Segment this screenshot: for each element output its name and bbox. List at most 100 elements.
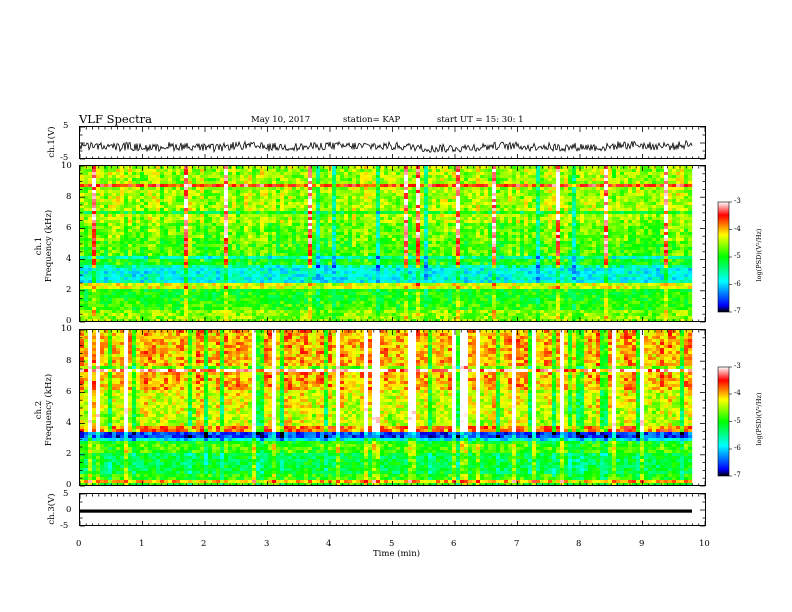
spectrogram-cell: [484, 253, 489, 257]
spectrogram-cell: [632, 214, 637, 218]
spectrogram-cell: [392, 241, 397, 245]
spectrogram-cell: [536, 244, 541, 248]
spectrogram-cell: [192, 238, 197, 242]
spectrogram-cell: [364, 244, 369, 248]
spectrogram-cell: [388, 172, 393, 176]
spectrogram-cell: [472, 223, 477, 227]
spectrogram-cell: [108, 208, 113, 212]
spectrogram-cell: [528, 205, 533, 209]
spectrogram-cell: [424, 247, 429, 251]
spectrogram-cell: [608, 208, 613, 212]
spectrogram-cell: [320, 253, 325, 257]
spectrogram-cell: [668, 211, 673, 215]
spectrogram-cell: [320, 181, 325, 185]
spectrogram-cell: [512, 193, 517, 197]
spectrogram-cell: [536, 220, 541, 224]
spectrogram-cell: [360, 181, 365, 185]
spectrogram-cell: [136, 187, 141, 191]
spectrogram-cell: [644, 196, 649, 200]
spectrogram-cell: [128, 238, 133, 242]
spectrogram-cell: [328, 187, 333, 191]
spectrogram-cell: [536, 169, 541, 173]
spectrogram-cell: [80, 190, 85, 194]
spectrogram-cell: [136, 199, 141, 203]
spectrogram-cell: [676, 211, 681, 215]
spectrogram-cell: [360, 256, 365, 260]
spectrogram-cell: [400, 205, 405, 209]
spectrogram-cell: [632, 190, 637, 194]
spectrogram-cell: [176, 190, 181, 194]
spectrogram-cell: [652, 172, 657, 176]
spectrogram-cell: [376, 226, 381, 230]
spectrogram-cell: [460, 253, 465, 257]
spectrogram-cell: [408, 184, 413, 188]
spectrogram-cell: [396, 259, 401, 263]
spectrogram-cell: [136, 181, 141, 185]
spectrogram-cell: [568, 211, 573, 215]
spectrogram-cell: [348, 208, 353, 212]
spectrogram-cell: [660, 250, 665, 254]
spectrogram-cell: [392, 193, 397, 197]
spectrogram-cell: [444, 181, 449, 185]
spectrogram-cell: [248, 172, 253, 176]
spectrogram-cell: [480, 238, 485, 242]
spectrogram-cell: [656, 241, 661, 245]
spectrogram-cell: [324, 229, 329, 233]
spectrogram-cell: [116, 175, 121, 179]
spectrogram-cell: [176, 241, 181, 245]
spectrogram-cell: [644, 184, 649, 188]
spectrogram-cell: [196, 187, 201, 191]
spectrogram-cell: [464, 208, 469, 212]
spectrogram-cell: [140, 178, 145, 182]
spectrogram-cell: [452, 214, 457, 218]
spectrogram-cell: [88, 166, 93, 170]
spectrogram-cell: [184, 262, 189, 266]
spectrogram-cell: [392, 166, 397, 170]
spectrogram-cell: [660, 220, 665, 224]
spectrogram-cell: [544, 250, 549, 254]
spectrogram-cell: [332, 196, 337, 200]
spectrogram-cell: [232, 238, 237, 242]
spectrogram-cell: [432, 205, 437, 209]
spectrogram-cell: [100, 202, 105, 206]
spectrogram-cell: [456, 187, 461, 191]
spectrogram-cell: [440, 187, 445, 191]
spectrogram-cell: [328, 175, 333, 179]
spectrogram-cell: [168, 181, 173, 185]
spectrogram-cell: [280, 166, 285, 170]
spectrogram-cell: [364, 181, 369, 185]
spectrogram-cell: [280, 202, 285, 206]
spectrogram-cell: [420, 262, 425, 266]
spectrogram-cell: [168, 235, 173, 239]
spectrogram-cell: [96, 175, 101, 179]
spectrogram-cell: [400, 214, 405, 218]
spectrogram-cell: [404, 181, 409, 185]
spectrogram-cell: [476, 208, 481, 212]
spectrogram-cell: [404, 208, 409, 212]
spectrogram-cell: [288, 256, 293, 260]
spectrogram-cell: [372, 205, 377, 209]
spectrogram-cell: [428, 256, 433, 260]
spectrogram-cell: [232, 247, 237, 251]
spectrogram-cell: [280, 193, 285, 197]
spectrogram-cell: [332, 202, 337, 206]
spectrogram-cell: [600, 226, 605, 230]
spectrogram-cell: [436, 196, 441, 200]
spectrogram-cell: [672, 256, 677, 260]
spectrogram-cell: [468, 256, 473, 260]
spectrogram-cell: [512, 211, 517, 215]
spectrogram-cell: [112, 253, 117, 257]
spectrogram-cell: [308, 241, 313, 245]
spectrogram-cell: [328, 223, 333, 227]
spectrogram-cell: [248, 211, 253, 215]
spectrogram-cell: [180, 196, 185, 200]
spectrogram-cell: [292, 238, 297, 242]
spectrogram-cell: [536, 175, 541, 179]
spectrogram-cell: [484, 208, 489, 212]
spectrogram-cell: [252, 208, 257, 212]
spectrogram-cell: [168, 250, 173, 254]
spectrogram-cell: [456, 244, 461, 248]
spectrogram-cell: [448, 202, 453, 206]
spectrogram-cell: [92, 190, 97, 194]
spectrogram-cell: [264, 250, 269, 254]
